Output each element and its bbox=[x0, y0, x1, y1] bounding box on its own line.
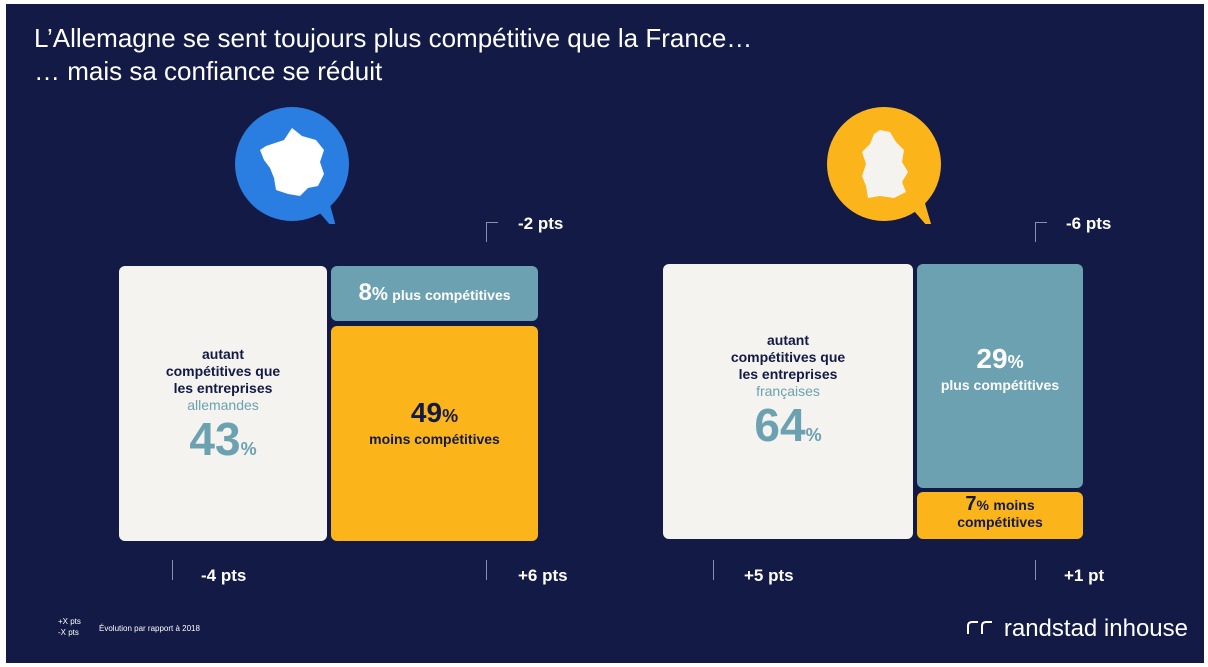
france-map-icon bbox=[235, 107, 349, 224]
legend-plus: +X pts bbox=[58, 617, 81, 626]
france-more-delta: -2 pts bbox=[518, 214, 564, 233]
france-same-label-2: compétitives que bbox=[165, 363, 281, 379]
germany-more-delta-tick bbox=[1035, 222, 1036, 242]
germany-same-label-2: compétitives que bbox=[730, 349, 846, 365]
germany-less-label-1: moins bbox=[993, 497, 1035, 513]
france-more-box: 8% plus compétitives bbox=[331, 266, 538, 321]
france-less-box: 49% moins compétitives bbox=[331, 326, 538, 541]
legend-note: Évolution par rapport à 2018 bbox=[99, 624, 200, 633]
germany-less-box: 7% moins compétitives bbox=[917, 492, 1083, 539]
france-same-label-accent: allemandes bbox=[187, 397, 259, 413]
france-more-label: plus compétitives bbox=[392, 287, 511, 303]
france-same-box: autant compétitives que les entreprises … bbox=[119, 266, 327, 541]
germany-less-value: 7% bbox=[965, 493, 989, 515]
france-same-label-1: autant bbox=[202, 346, 244, 362]
germany-more-box: 29% plus compétitives bbox=[917, 264, 1083, 488]
france-less-value: 49% bbox=[410, 397, 459, 428]
brand-name: randstad inhouse bbox=[1003, 615, 1188, 642]
france-less-delta-tick bbox=[486, 560, 487, 580]
germany-less-label-2: compétitives bbox=[957, 514, 1043, 530]
france-same-delta: -4 pts bbox=[201, 566, 247, 585]
france-same-delta-tick bbox=[172, 560, 173, 580]
france-same-value: 43% bbox=[189, 413, 257, 465]
slide-title: L’Allemagne se sent toujours plus compét… bbox=[34, 22, 752, 88]
germany-more-delta: -6 pts bbox=[1066, 214, 1112, 233]
brand: randstad inhouse bbox=[966, 615, 1188, 643]
france-more-delta-tick bbox=[486, 222, 487, 242]
germany-same-delta: +5 pts bbox=[744, 566, 794, 585]
germany-same-label-1: autant bbox=[767, 332, 809, 348]
france-more-delta-tick-h bbox=[486, 222, 498, 223]
france-less-label: moins compétitives bbox=[369, 431, 500, 447]
title-line-1: L’Allemagne se sent toujours plus compét… bbox=[34, 23, 753, 53]
france-bubble bbox=[234, 106, 352, 224]
germany-same-value: 64% bbox=[754, 399, 822, 451]
title-line-2: … mais sa confiance se réduit bbox=[34, 56, 383, 86]
germany-same-label-accent: françaises bbox=[756, 383, 820, 399]
germany-more-value: 29% bbox=[976, 343, 1024, 374]
germany-more-label: plus compétitives bbox=[940, 377, 1060, 393]
slide: L’Allemagne se sent toujours plus compét… bbox=[6, 4, 1204, 663]
germany-more-delta-tick-h bbox=[1035, 222, 1047, 223]
france-more-value: 8% bbox=[358, 279, 388, 306]
legend: +X pts -X pts bbox=[58, 616, 81, 638]
france-same-label-3: les entreprises bbox=[173, 380, 273, 396]
france-less-delta: +6 pts bbox=[518, 566, 568, 585]
germany-same-label-3: les entreprises bbox=[738, 366, 838, 382]
germany-same-delta-tick bbox=[713, 560, 714, 580]
germany-map-icon bbox=[827, 107, 941, 224]
germany-same-box: autant compétitives que les entreprises … bbox=[663, 264, 913, 539]
germany-less-delta: +1 pt bbox=[1064, 566, 1105, 585]
germany-less-delta-tick bbox=[1035, 560, 1036, 580]
germany-bubble bbox=[824, 106, 942, 224]
randstad-logo-icon bbox=[966, 615, 996, 643]
legend-minus: -X pts bbox=[58, 628, 79, 637]
